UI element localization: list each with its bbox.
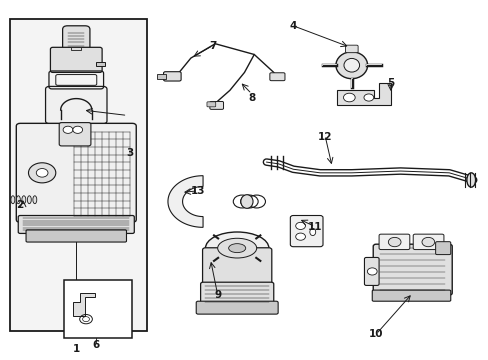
FancyBboxPatch shape	[290, 216, 323, 247]
FancyBboxPatch shape	[378, 234, 409, 249]
FancyBboxPatch shape	[163, 72, 181, 81]
Text: 6: 6	[92, 340, 99, 350]
Bar	[10, 19, 147, 330]
Ellipse shape	[17, 196, 20, 204]
Text: 10: 10	[368, 329, 383, 339]
FancyBboxPatch shape	[412, 234, 443, 249]
Text: 8: 8	[248, 93, 255, 103]
Text: 4: 4	[289, 21, 296, 31]
Text: 7: 7	[209, 41, 216, 50]
Ellipse shape	[309, 228, 315, 235]
Ellipse shape	[335, 52, 367, 79]
Circle shape	[73, 126, 82, 134]
Polygon shape	[73, 293, 95, 316]
FancyBboxPatch shape	[209, 102, 223, 109]
Polygon shape	[336, 83, 390, 105]
Polygon shape	[167, 176, 203, 227]
FancyBboxPatch shape	[45, 86, 107, 124]
Text: 5: 5	[386, 78, 394, 88]
Ellipse shape	[27, 196, 31, 204]
Circle shape	[421, 237, 434, 247]
FancyBboxPatch shape	[50, 47, 102, 72]
FancyBboxPatch shape	[196, 301, 278, 314]
Text: 2: 2	[17, 200, 24, 210]
FancyBboxPatch shape	[200, 282, 273, 306]
FancyBboxPatch shape	[62, 26, 90, 51]
Circle shape	[366, 268, 376, 275]
Text: 9: 9	[214, 290, 221, 300]
FancyBboxPatch shape	[16, 123, 136, 222]
FancyBboxPatch shape	[202, 248, 271, 288]
Text: 3: 3	[126, 148, 133, 158]
FancyBboxPatch shape	[269, 73, 285, 81]
FancyBboxPatch shape	[435, 242, 450, 255]
Ellipse shape	[343, 58, 359, 72]
FancyBboxPatch shape	[26, 230, 126, 242]
Circle shape	[28, 163, 56, 183]
FancyBboxPatch shape	[371, 290, 450, 301]
Ellipse shape	[241, 195, 252, 208]
Ellipse shape	[22, 196, 26, 204]
Circle shape	[295, 222, 305, 229]
Text: 1: 1	[73, 343, 80, 354]
FancyBboxPatch shape	[372, 244, 451, 295]
FancyBboxPatch shape	[206, 102, 215, 107]
Circle shape	[363, 94, 373, 101]
Ellipse shape	[217, 238, 256, 258]
Bar	[71, 46, 81, 50]
Bar	[96, 62, 104, 66]
FancyBboxPatch shape	[59, 123, 91, 146]
Ellipse shape	[205, 232, 268, 264]
Text: 13: 13	[190, 186, 205, 196]
Circle shape	[295, 233, 305, 240]
Bar	[64, 280, 132, 338]
Text: 12: 12	[317, 132, 331, 142]
Bar	[157, 74, 166, 79]
FancyBboxPatch shape	[345, 45, 357, 53]
Ellipse shape	[11, 196, 15, 204]
Circle shape	[343, 93, 354, 102]
Ellipse shape	[228, 244, 245, 253]
Text: 11: 11	[307, 222, 322, 231]
Ellipse shape	[466, 173, 475, 187]
FancyBboxPatch shape	[364, 257, 378, 285]
Circle shape	[36, 168, 48, 177]
Circle shape	[387, 237, 400, 247]
FancyBboxPatch shape	[18, 216, 134, 233]
Circle shape	[63, 126, 73, 134]
Ellipse shape	[33, 196, 37, 204]
